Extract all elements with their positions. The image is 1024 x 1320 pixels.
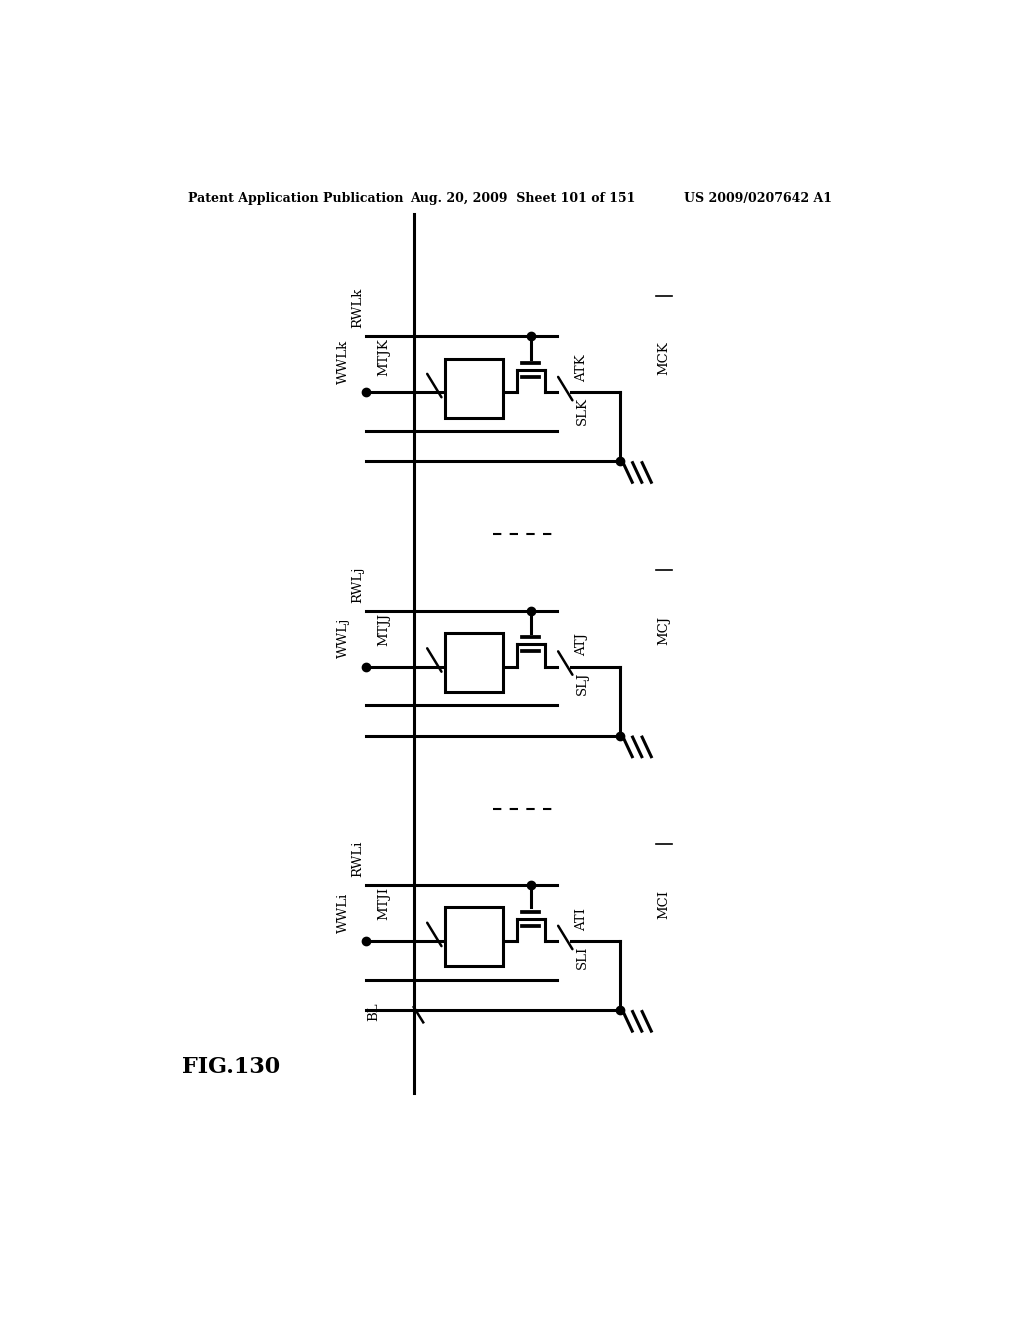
Text: MCJ: MCJ — [657, 616, 670, 645]
Text: Patent Application Publication: Patent Application Publication — [187, 191, 403, 205]
Text: US 2009/0207642 A1: US 2009/0207642 A1 — [684, 191, 831, 205]
Bar — [445, 634, 503, 692]
Text: MTJI: MTJI — [377, 887, 390, 920]
Bar — [445, 359, 503, 417]
Text: ATK: ATK — [575, 354, 589, 381]
Text: BL: BL — [368, 1002, 381, 1020]
Text: SLK: SLK — [575, 397, 589, 425]
Text: RWLj: RWLj — [351, 566, 365, 602]
Text: MTJK: MTJK — [377, 338, 390, 376]
Text: WWLj: WWLj — [337, 618, 350, 659]
Text: ATI: ATI — [575, 908, 589, 931]
Text: SLI: SLI — [575, 946, 589, 969]
Text: Aug. 20, 2009  Sheet 101 of 151: Aug. 20, 2009 Sheet 101 of 151 — [410, 191, 635, 205]
Text: WWLk: WWLk — [337, 339, 350, 384]
Text: RWLi: RWLi — [351, 841, 365, 876]
Text: MCI: MCI — [657, 890, 670, 919]
Text: FIG.130: FIG.130 — [182, 1056, 281, 1078]
Text: ATJ: ATJ — [575, 634, 589, 656]
Text: MCK: MCK — [657, 342, 670, 375]
Text: SLJ: SLJ — [575, 672, 589, 696]
Text: RWLk: RWLk — [351, 288, 365, 329]
Text: WWLi: WWLi — [337, 892, 350, 933]
Bar — [445, 907, 503, 966]
Text: MTJJ: MTJJ — [377, 612, 390, 645]
